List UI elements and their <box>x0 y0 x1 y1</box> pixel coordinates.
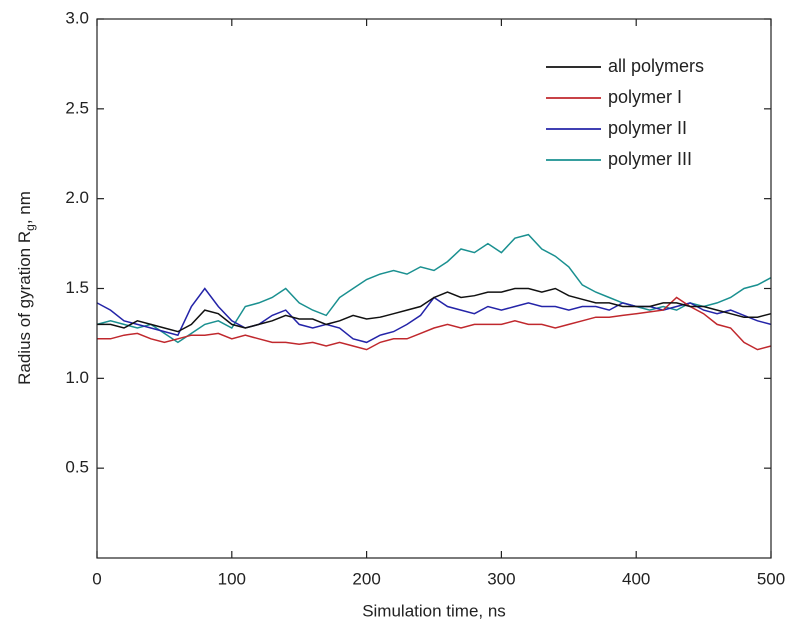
y-label-sub: g <box>23 224 37 231</box>
y-tick-label: 1.0 <box>65 368 89 387</box>
legend-label: polymer III <box>608 149 692 169</box>
x-tick-label: 100 <box>218 569 246 588</box>
y-label-main: Radius of gyration R <box>15 231 34 385</box>
plot-frame <box>96 18 772 559</box>
y-tick-label: 2.5 <box>65 98 89 117</box>
legend-label: polymer II <box>608 118 687 138</box>
x-tick-label: 500 <box>757 569 785 588</box>
y-tick-label: 0.5 <box>65 458 89 477</box>
y-tick-label: 2.0 <box>65 188 89 207</box>
series-line <box>96 233 772 344</box>
series-line <box>96 287 772 344</box>
y-tick-label: 3.0 <box>65 8 89 27</box>
x-tick-label: 200 <box>352 569 380 588</box>
y-axis-label: Radius of gyration Rg, nm <box>15 191 37 385</box>
legend-label: polymer I <box>608 87 682 107</box>
x-axis-label: Simulation time, ns <box>362 601 506 620</box>
series-line <box>97 296 772 351</box>
x-tick-label: 400 <box>622 569 650 588</box>
legend-label: all polymers <box>608 56 704 76</box>
x-tick-label: 300 <box>487 569 515 588</box>
y-tick-label: 1.5 <box>65 278 89 297</box>
y-label-end: , nm <box>15 191 34 224</box>
series-line <box>97 287 772 333</box>
x-tick-label: 0 <box>92 569 101 588</box>
